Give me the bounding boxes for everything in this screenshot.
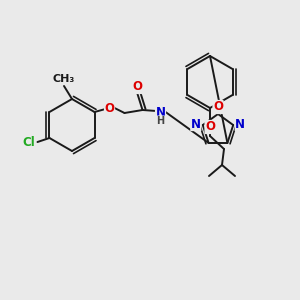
- Text: H: H: [157, 116, 165, 126]
- Text: O: O: [213, 100, 223, 113]
- Text: CH₃: CH₃: [53, 74, 75, 84]
- Text: O: O: [205, 121, 215, 134]
- Text: O: O: [104, 101, 115, 115]
- Text: N: N: [191, 118, 201, 130]
- Text: O: O: [133, 80, 142, 94]
- Text: N: N: [155, 106, 166, 118]
- Text: Cl: Cl: [22, 136, 35, 148]
- Text: N: N: [235, 118, 245, 130]
